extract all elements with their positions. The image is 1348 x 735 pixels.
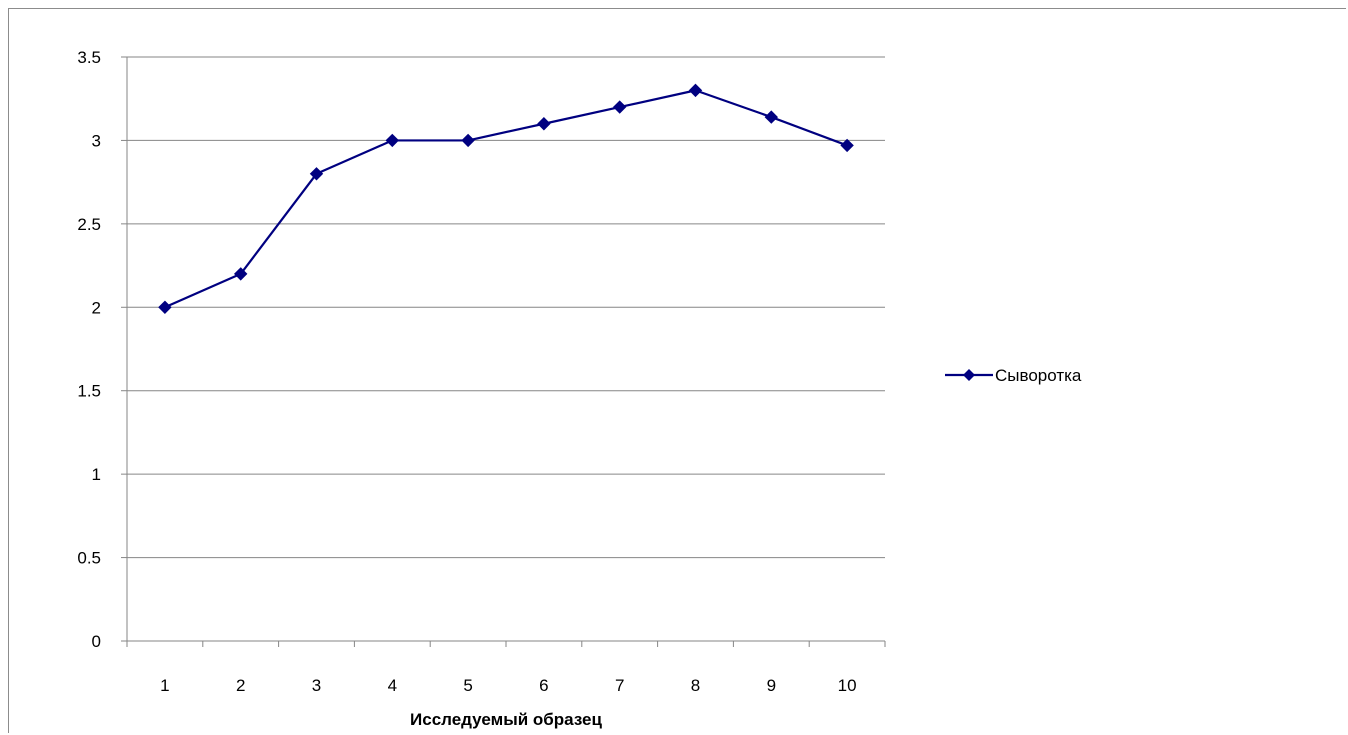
y-tick-label: 3.5 — [77, 48, 101, 67]
data-point — [764, 110, 779, 124]
y-tick-labels: 0 0.5 1 1.5 2 2.5 3 3.5 — [77, 48, 101, 651]
gridlines — [127, 56, 885, 559]
y-tick-label: 2 — [92, 298, 101, 317]
series-group — [158, 83, 854, 314]
y-tick-label: 2.5 — [77, 215, 101, 234]
data-point — [233, 267, 248, 281]
x-tick-label: 9 — [767, 676, 776, 695]
data-point — [840, 138, 854, 153]
x-tick-label: 10 — [838, 676, 857, 695]
data-point — [612, 100, 627, 114]
x-tick-label: 5 — [463, 676, 472, 695]
series-line — [164, 89, 848, 309]
data-point — [688, 83, 703, 98]
x-tick-label: 2 — [236, 676, 245, 695]
legend-marker — [963, 369, 975, 381]
data-point — [309, 167, 324, 181]
data-point — [461, 133, 475, 148]
x-tick-label: 3 — [312, 676, 321, 695]
x-tick-label: 8 — [691, 676, 700, 695]
data-point — [537, 117, 551, 131]
y-tick-label: 3 — [92, 131, 101, 150]
x-tick-label: 4 — [388, 676, 397, 695]
chart-frame — [8, 8, 1346, 733]
legend-label: Сыворотка — [995, 366, 1082, 385]
x-tick-label: 6 — [539, 676, 548, 695]
data-point — [158, 300, 172, 314]
axes — [121, 56, 886, 647]
x-tick-label: 1 — [160, 676, 169, 695]
legend: Сыворотка — [945, 366, 1082, 385]
y-tick-label: 0.5 — [77, 549, 101, 568]
x-axis-title: Исследуемый образец — [410, 710, 602, 729]
x-tick-label: 7 — [615, 676, 624, 695]
x-tick-labels: 1 2 3 4 5 6 7 8 9 10 — [160, 676, 856, 695]
y-tick-label: 1 — [92, 465, 101, 484]
y-tick-label: 0 — [92, 632, 101, 651]
y-tick-label: 1.5 — [77, 382, 101, 401]
data-point — [385, 133, 400, 148]
